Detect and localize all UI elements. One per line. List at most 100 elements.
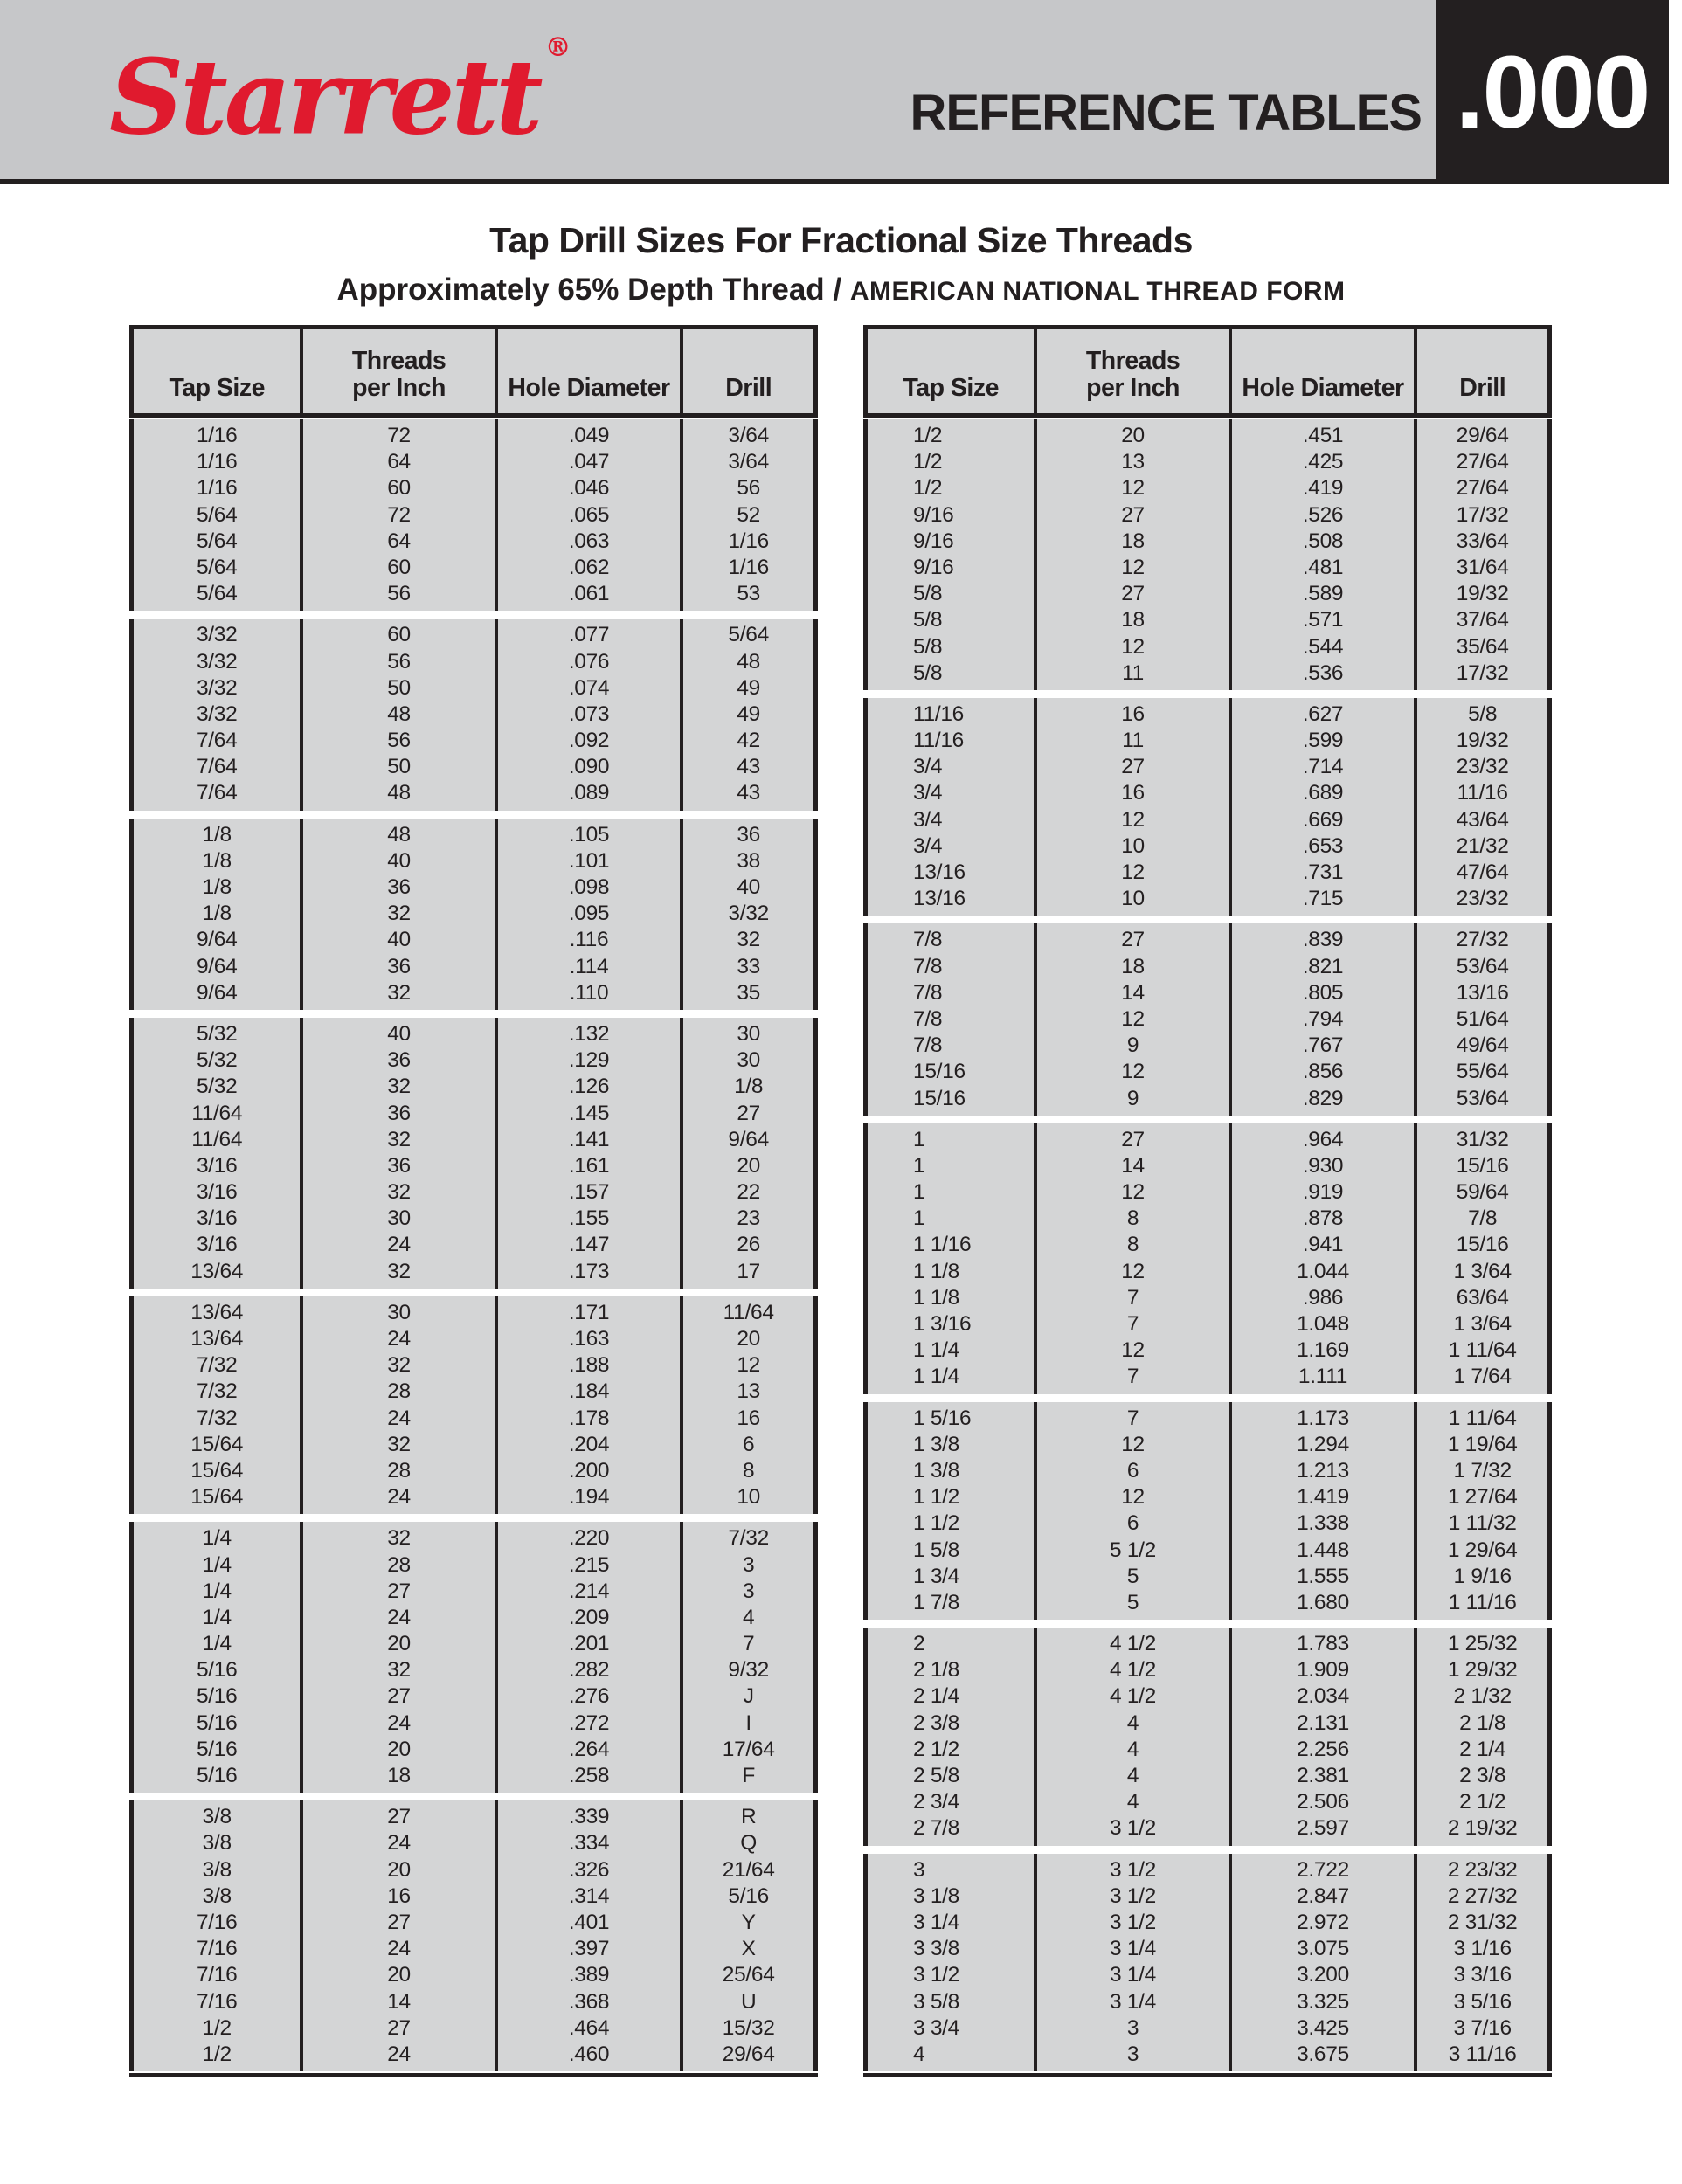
banner-title: REFERENCE TABLES: [910, 85, 1422, 142]
table-row: 13/64 32.173 17: [129, 1258, 818, 1289]
tap-size-cell: 3/16: [129, 1179, 300, 1206]
drill-cell: 2 19/32: [1414, 1815, 1552, 1846]
threads-per-inch-cell: 32: [300, 1657, 494, 1684]
tap-size-cell: 9/16: [863, 554, 1034, 582]
table-row: 7/8 14.805 13/16: [863, 979, 1552, 1006]
tap-size-cell: 7/64: [129, 780, 300, 811]
drill-cell: 33/64: [1414, 528, 1552, 555]
drill-cell: J: [680, 1683, 818, 1711]
tap-size-cell: 3 1/2: [863, 1962, 1034, 1989]
drill-cell: 9/32: [680, 1657, 818, 1684]
tap-size-cell: 7/8: [863, 953, 1034, 980]
hole-diameter-cell: .090: [494, 754, 681, 781]
drill-cell: 3/64: [680, 449, 818, 476]
table-header-row: Tap Size Threads per Inch Hole Diameter Dri…: [129, 325, 818, 418]
drill-cell: 3 7/16: [1414, 2015, 1552, 2042]
tap-size-cell: 9/64: [129, 979, 300, 1010]
threads-per-inch-cell: 27: [1034, 923, 1228, 954]
drill-cell: 1 11/32: [1414, 1510, 1552, 1538]
threads-per-inch-cell: 36: [300, 1100, 494, 1127]
threads-per-inch-cell: 7: [1034, 1401, 1228, 1432]
threads-per-inch-cell: 9: [1034, 1085, 1228, 1116]
threads-per-inch-cell: 32: [300, 1352, 494, 1379]
table-row: 3/16 32.157 22: [129, 1179, 818, 1206]
row-group: 3/8 27.339 R 3/8 24.334 Q 3/8 20.326 21/64 3/8 16.…: [129, 1800, 818, 2072]
tap-size-cell: 3/16: [129, 1152, 300, 1180]
threads-per-inch-cell: 27: [300, 1578, 494, 1605]
table-row: 1/4 28.215 3: [129, 1552, 818, 1579]
hole-diameter-cell: .126: [494, 1074, 681, 1101]
tap-size-cell: 7/8: [863, 923, 1034, 954]
hole-diameter-cell: 2.506: [1228, 1789, 1415, 1816]
threads-per-inch-cell: 4: [1034, 1736, 1228, 1763]
hole-diameter-cell: 1.213: [1228, 1457, 1415, 1485]
tap-size-cell: 1: [863, 1123, 1034, 1153]
table-row: 2 5/8 4 2.381 2 3/8: [863, 1763, 1552, 1790]
drill-cell: F: [680, 1763, 818, 1794]
tap-size-cell: 1 1/8: [863, 1258, 1034, 1285]
threads-per-inch-cell: 36: [300, 874, 494, 902]
threads-per-inch-cell: 14: [1034, 1152, 1228, 1180]
drill-cell: 27/64: [1414, 449, 1552, 476]
drill-cell: 9/64: [680, 1126, 818, 1153]
group-separator: [863, 1115, 1552, 1123]
threads-per-inch-cell: 24: [300, 1405, 494, 1432]
tap-size-cell: 5/64: [129, 554, 300, 582]
hole-diameter-cell: 3.675: [1228, 2041, 1415, 2072]
table-row: 4 3 3.675 3 11/16: [863, 2041, 1552, 2072]
tap-size-cell: 1/2: [129, 2041, 300, 2072]
threads-per-inch-cell: 9: [1034, 1033, 1228, 1060]
threads-per-inch-cell: 50: [300, 754, 494, 781]
tap-size-cell: 13/64: [129, 1326, 300, 1353]
hole-diameter-cell: .464: [494, 2015, 681, 2042]
table-row: 3/32 56.076 48: [129, 648, 818, 675]
threads-per-inch-cell: 8: [1034, 1206, 1228, 1233]
table-row: 7/64 50.090 43: [129, 754, 818, 781]
tap-size-cell: 3/32: [129, 648, 300, 675]
hole-diameter-cell: .878: [1228, 1206, 1415, 1233]
tap-size-cell: 1/2: [863, 475, 1034, 502]
tap-size-cell: 5/32: [129, 1017, 300, 1048]
drill-cell: 4: [680, 1604, 818, 1632]
table-row: 1/8 32.095 3/32: [129, 901, 818, 928]
tap-size-cell: 3/32: [129, 674, 300, 702]
threads-per-inch-cell: 4 1/2: [1034, 1683, 1228, 1711]
threads-per-inch-cell: 4: [1034, 1763, 1228, 1790]
hole-diameter-cell: .460: [494, 2041, 681, 2072]
table-row: 5/16 20.264 17/64: [129, 1736, 818, 1763]
threads-per-inch-cell: 16: [300, 1883, 494, 1910]
table-row: 3/8 16.314 5/16: [129, 1883, 818, 1910]
hole-diameter-cell: 1.338: [1228, 1510, 1415, 1538]
threads-per-inch-cell: 5 1/2: [1034, 1537, 1228, 1564]
tap-size-cell: 1/16: [129, 449, 300, 476]
drill-cell: 1 25/32: [1414, 1628, 1552, 1658]
drill-cell: 5/8: [1414, 697, 1552, 729]
threads-per-inch-cell: 18: [1034, 528, 1228, 555]
tap-size-cell: 1/4: [129, 1522, 300, 1552]
drill-cell: 2 23/32: [1414, 1853, 1552, 1883]
threads-per-inch-cell: 14: [1034, 979, 1228, 1006]
table-row: 5/64 56.061 53: [129, 581, 818, 612]
tap-size-cell: 9/64: [129, 927, 300, 954]
drill-cell: U: [680, 1988, 818, 2015]
drill-cell: 3 5/16: [1414, 1988, 1552, 2015]
drill-cell: 1 7/32: [1414, 1457, 1552, 1485]
page-subtitle: Approximately 65% Depth Thread / AMERICA…: [0, 273, 1682, 308]
tap-size-cell: 7/32: [129, 1379, 300, 1406]
tap-size-cell: 4: [863, 2041, 1034, 2072]
table-row: 1 8.878 7/8: [863, 1206, 1552, 1233]
threads-per-inch-cell: 7: [1034, 1311, 1228, 1338]
threads-per-inch-cell: 28: [300, 1457, 494, 1485]
tap-size-cell: 1/4: [129, 1604, 300, 1632]
table-row: 5/64 60.062 1/16: [129, 554, 818, 582]
table-row: 3/8 27.339 R: [129, 1800, 818, 1831]
tap-size-cell: 15/16: [863, 1059, 1034, 1086]
hole-diameter-cell: 3.075: [1228, 1936, 1415, 1963]
hole-diameter-cell: .184: [494, 1379, 681, 1406]
tap-size-cell: 3/4: [863, 806, 1034, 833]
threads-per-inch-cell: 40: [300, 927, 494, 954]
threads-per-inch-cell: 27: [1034, 581, 1228, 608]
drill-cell: 1 29/64: [1414, 1537, 1552, 1564]
drill-cell: 7: [680, 1631, 818, 1658]
